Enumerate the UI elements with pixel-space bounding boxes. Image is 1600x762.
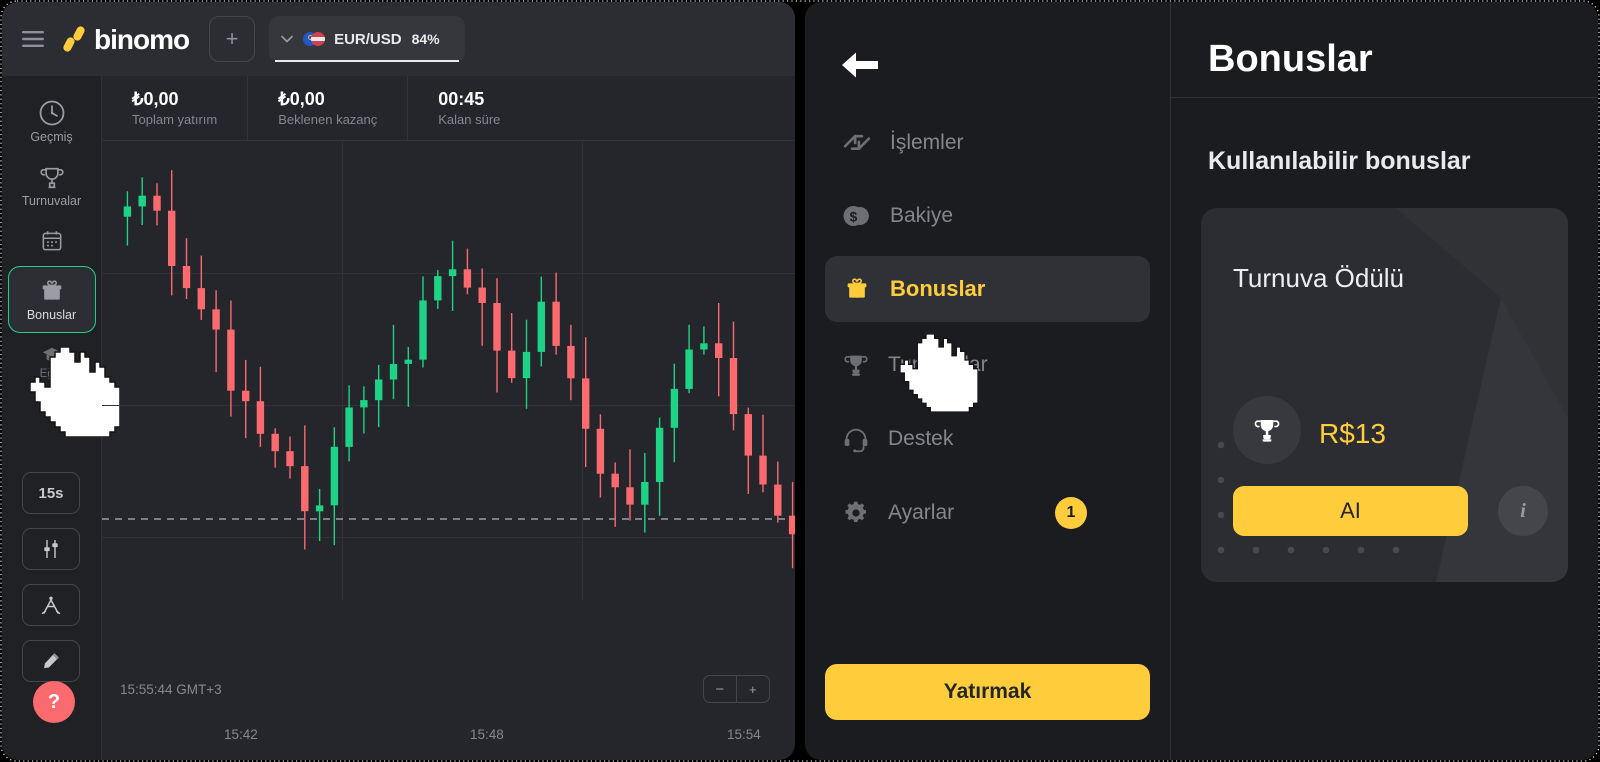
svg-text:$: $ [850,209,858,224]
